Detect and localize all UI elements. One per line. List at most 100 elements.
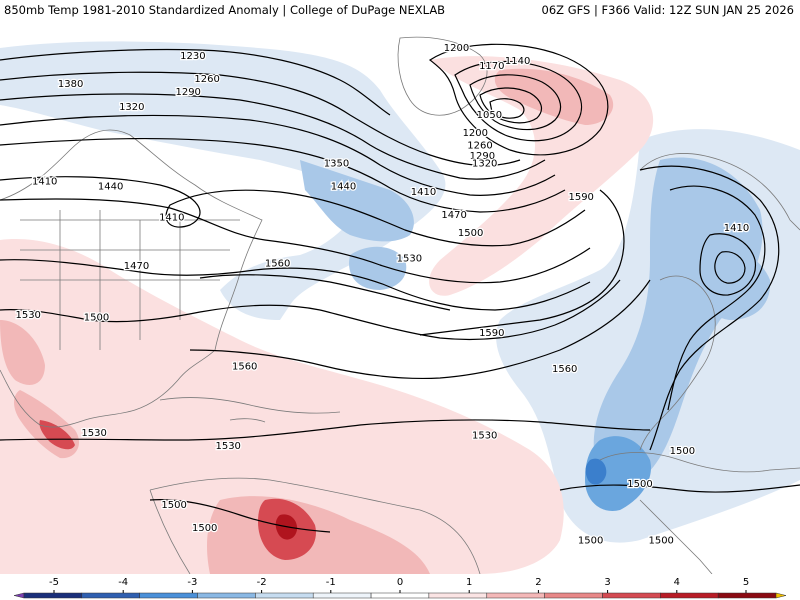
contour-1320 [0,114,556,196]
contour-label: 1500 [627,479,652,490]
colorbar-tick-label: 1 [466,577,472,588]
contour-label: 1590 [568,192,593,203]
europe-coast [639,153,800,451]
contour-label: 1260 [467,141,492,152]
contour-1410 [0,176,586,247]
colorbar-tick-label: -2 [257,577,267,588]
colorbar-segment [428,592,487,599]
contour-1590 [419,189,625,336]
cold-anomaly-north [0,41,446,321]
contour-label: 1500 [161,500,186,511]
colorbar-tick-label: -5 [49,577,59,588]
contour-label: 1470 [441,210,466,221]
warm-anomaly-mexico [0,320,45,385]
colorbar-segment [312,592,372,599]
height-contours [0,43,800,533]
colorbar-tick-label: 5 [743,577,749,588]
cold-anomaly-east-core [585,436,651,511]
contour-label: 1530 [15,310,40,321]
contour-low-greenland-2 [454,60,583,142]
contour-1470 [0,259,591,311]
colorbar-segment [660,592,719,599]
colorbar-segment [544,592,603,599]
colorbar-segment [717,592,777,599]
colorbar-tick-label: 2 [535,577,541,588]
north-america-coast [0,129,263,428]
contour-label: 1290 [470,151,495,162]
colorbar-segment [486,592,545,599]
caribbean-coast [159,397,341,423]
colorbar-tick-label: -1 [326,577,336,588]
colorbar-segment [197,592,256,599]
colorbar-segment [23,592,83,599]
warm-anomaly-panama [39,420,75,450]
map-borders [0,36,800,574]
map-title: 850mb Temp 1981-2010 Standardized Anomal… [4,3,446,17]
contour-label: 1470 [124,261,149,272]
cold-anomaly-east-mid [593,157,763,484]
contour-label: 1260 [194,74,219,85]
colorbar-tick-label: -4 [118,577,128,588]
contour-label: 1050 [477,110,502,121]
contour-1500 [0,279,621,341]
contour-label: 1410 [411,187,436,198]
contour-low-europe-1 [639,165,780,451]
contour-low-greenland-3 [469,74,562,131]
us-state-lines [20,210,240,350]
contour-label: 1500 [192,523,217,534]
contour-1500-south [149,484,800,533]
colorbar-segment [255,592,314,599]
contour-label: 1500 [578,536,603,547]
contour-label: 1500 [458,228,483,239]
colorbar-ticks: -5 -4 -3 -2 -1 0 1 2 3 4 5 [49,577,749,593]
contour-low-greenland-core [489,98,525,119]
contour-label: 1230 [180,51,205,62]
contour-label: 1170 [479,61,504,72]
contour-label: 1500 [648,536,673,547]
contour-label: 1140 [505,56,530,67]
contour-label: 1500 [670,446,695,457]
contour-low-europe-3 [699,233,756,296]
contour-label: 1320 [119,102,144,113]
contour-low-europe-4 [714,251,746,284]
cold-anomaly-azores [349,246,407,290]
contour-1560 [189,279,651,380]
contour-label: 1410 [724,223,749,234]
contour-label: 1320 [472,159,497,170]
contour-label: 1200 [444,43,469,54]
contour-label: 1530 [215,441,240,452]
colorbar-tick-label: 0 [397,577,403,588]
cold-anomaly-hudson [278,60,360,110]
anomaly-colorbar: -5 -4 -3 -2 -1 0 1 2 3 4 5 [13,577,787,599]
map-header: 850mb Temp 1981-2010 Standardized Anomal… [0,0,800,20]
contour-low-europe-2 [667,185,766,411]
contour-1230 [0,48,391,116]
cold-anomaly-east-strong [585,458,607,485]
contour-label: 1530 [397,254,422,265]
contour-1290 [0,93,546,180]
contour-label: 1530 [81,428,106,439]
contour-label: 1560 [232,361,257,372]
colorbar-tick-label: 3 [604,577,610,588]
colorbar-tick-label: -3 [187,577,197,588]
contour-label: 1410 [32,177,57,188]
contour-label: 1410 [159,213,184,224]
colorbar-segment [81,592,140,599]
contour-label: 1380 [58,79,83,90]
colorbar-fills [13,592,787,599]
colorbar-segment [13,592,25,599]
contour-label: 1560 [265,259,290,270]
model-run-info: 06Z GFS | F366 Valid: 12Z SUN JAN 25 202… [541,3,794,17]
contour-label: 1560 [552,364,577,375]
anomaly-shading [0,41,800,574]
cold-anomaly-north-mid [300,160,414,242]
greenland-coast [397,36,488,116]
colorbar-segment [775,592,787,599]
contour-label: 1500 [84,313,109,324]
contour-label: 1350 [324,159,349,170]
warm-anomaly-tropics [0,239,564,574]
contour-label: 1530 [472,431,497,442]
contour-1530-north [199,274,451,311]
